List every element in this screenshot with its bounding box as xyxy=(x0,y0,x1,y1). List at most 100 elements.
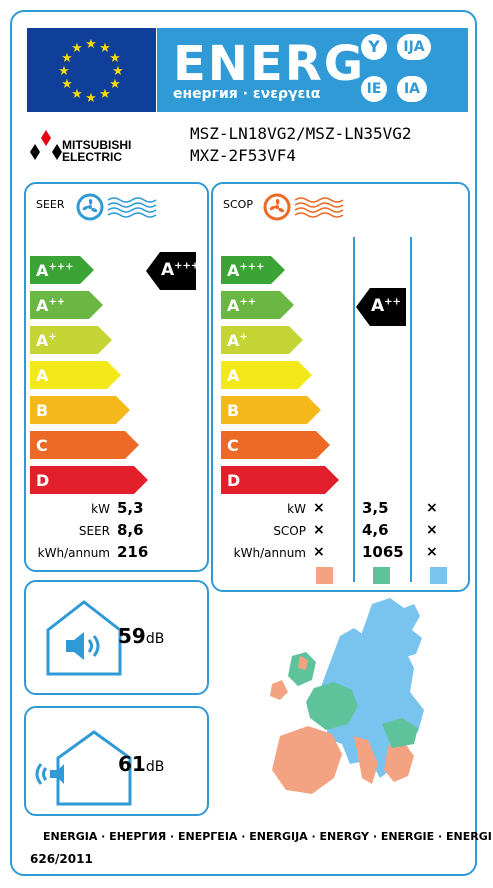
seer-title: SEER xyxy=(36,198,65,211)
heating-kwh-average: 1065 xyxy=(362,543,404,561)
heating-class-arrow: A+ xyxy=(221,326,303,354)
lang-pill-ie: IE xyxy=(361,76,387,102)
outdoor-noise-value: 61 xyxy=(118,752,146,776)
heating-class-arrow: A++ xyxy=(221,291,294,319)
indoor-noise-panel: 59dB xyxy=(24,580,209,695)
zone-average-swatch xyxy=(373,567,390,584)
zone-colder-swatch xyxy=(430,567,447,584)
heating-rating-indicator: A++ xyxy=(356,288,406,326)
cooling-class-label: D xyxy=(36,471,50,490)
heating-class-arrow: D xyxy=(221,466,339,494)
cooling-class-label: A++ xyxy=(36,296,66,315)
energy-subtitle: енергия · ενεργεια xyxy=(173,86,321,102)
heating-scop-average: 4,6 xyxy=(362,521,389,539)
outdoor-noise-unit: dB xyxy=(145,759,165,775)
fan-cooling-icon xyxy=(76,193,157,221)
cooling-class-arrow: A xyxy=(30,361,121,389)
cooling-class-label: C xyxy=(36,436,48,455)
model-identifiers: MSZ-LN18VG2/MSZ-LN35VG2 MXZ-2F53VF4 xyxy=(190,123,412,167)
manufacturer-name: MITSUBISHI ELECTRIC xyxy=(62,138,132,164)
indoor-noise-unit: dB xyxy=(145,631,165,647)
outdoor-noise-reading: 61dB xyxy=(118,752,164,776)
heating-kw-warmer: × xyxy=(313,500,325,516)
svg-text:★: ★ xyxy=(85,37,97,52)
cooling-kwh-label: kWh/annum xyxy=(37,546,110,560)
zone-divider-1 xyxy=(353,237,355,582)
footer-languages: ENERGIA · ЕНЕРГИЯ · ΕΝΕΡΓΕΙΑ · ENERGIJA … xyxy=(43,830,492,843)
zone-warmer-swatch xyxy=(316,567,333,584)
svg-text:★: ★ xyxy=(58,64,70,79)
outdoor-noise-panel: 61dB xyxy=(24,706,209,816)
zone-divider-2 xyxy=(410,237,412,582)
svg-text:★: ★ xyxy=(112,64,124,79)
cooling-rating-indicator: A+++ xyxy=(146,252,200,290)
svg-text:★: ★ xyxy=(99,87,111,102)
regulation-number: 626/2011 xyxy=(30,852,93,866)
cooling-seer-value: 8,6 xyxy=(117,521,144,539)
cooling-class-arrow: A++ xyxy=(30,291,103,319)
eu-flag-icon: ★ ★ ★ ★ ★ ★ ★ ★ ★ ★ ★ ★ xyxy=(27,28,156,112)
cooling-class-label: A+ xyxy=(36,331,57,350)
cooling-kw-label: kW xyxy=(91,502,110,516)
fan-heating-icon xyxy=(263,193,344,221)
model-line-1: MSZ-LN18VG2/MSZ-LN35VG2 xyxy=(190,124,412,143)
cooling-class-arrow: A+++ xyxy=(30,256,94,284)
svg-text:★: ★ xyxy=(71,87,83,102)
label-frame xyxy=(10,10,477,876)
heating-scop-label: SCOP xyxy=(273,524,306,538)
energy-banner: ENERG енергия · ενεργεια Y IJA IE IA xyxy=(157,28,468,112)
cooling-panel: SEER xyxy=(24,182,209,572)
europe-climate-map-icon xyxy=(270,598,424,794)
cooling-seer-label: SEER xyxy=(78,524,110,538)
heating-class-arrow: A+++ xyxy=(221,256,285,284)
cooling-class-label: A+++ xyxy=(36,261,74,280)
three-diamonds-logo-icon xyxy=(30,130,62,164)
cooling-class-arrow: A+ xyxy=(30,326,112,354)
svg-text:★: ★ xyxy=(99,41,111,56)
heating-class-label: A xyxy=(227,366,240,385)
heating-scop-colder: × xyxy=(426,522,438,538)
cooling-rating-letter: A xyxy=(161,260,175,280)
svg-text:★: ★ xyxy=(71,41,83,56)
heating-class-arrow: C xyxy=(221,431,330,459)
svg-text:★: ★ xyxy=(85,91,97,106)
heating-scop-warmer: × xyxy=(313,522,325,538)
cooling-class-arrow: C xyxy=(30,431,139,459)
cooling-class-label: B xyxy=(36,401,49,420)
indoor-noise-reading: 59dB xyxy=(118,624,164,648)
heating-class-label: A+++ xyxy=(227,261,265,280)
heating-kw-average: 3,5 xyxy=(362,499,389,517)
lang-pill-ia: IA xyxy=(397,76,427,102)
scop-title: SCOP xyxy=(223,198,253,211)
heating-class-arrow: B xyxy=(221,396,321,424)
energy-title: ENERG xyxy=(173,36,366,92)
heating-kw-colder: × xyxy=(426,500,438,516)
heating-rating-sup: ++ xyxy=(384,296,401,308)
heating-class-label: A+ xyxy=(227,331,248,350)
heating-kw-label: kW xyxy=(287,502,306,516)
lang-pill-ija: IJA xyxy=(397,34,431,60)
heating-kwh-colder: × xyxy=(426,544,438,560)
cooling-rating-sup: +++ xyxy=(174,260,200,272)
heating-kwh-warmer: × xyxy=(313,544,325,560)
heating-panel: SCOP xyxy=(211,182,470,592)
heating-class-label: C xyxy=(227,436,239,455)
outdoor-noise-icon xyxy=(35,730,132,806)
heating-class-label: A++ xyxy=(227,296,257,315)
heating-kwh-label: kWh/annum xyxy=(233,546,306,560)
heating-rating-letter: A xyxy=(371,296,385,316)
indoor-noise-value: 59 xyxy=(118,624,146,648)
cooling-class-arrow: D xyxy=(30,466,148,494)
heating-class-label: D xyxy=(227,471,241,490)
heating-class-arrow: A xyxy=(221,361,312,389)
indoor-noise-icon xyxy=(46,600,122,676)
heating-class-label: B xyxy=(227,401,240,420)
cooling-kwh-value: 216 xyxy=(117,543,149,561)
svg-text:★: ★ xyxy=(61,77,73,92)
cooling-class-label: A xyxy=(36,366,49,385)
svg-text:★: ★ xyxy=(109,51,121,66)
lang-pill-y: Y xyxy=(361,34,387,60)
cooling-class-arrow: B xyxy=(30,396,130,424)
cooling-kw-value: 5,3 xyxy=(117,499,144,517)
svg-text:★: ★ xyxy=(109,77,121,92)
